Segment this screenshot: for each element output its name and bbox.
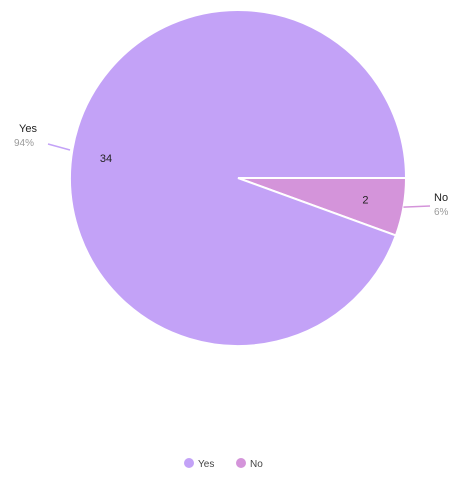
pie-slice-yes [69, 9, 408, 347]
outside-percent-yes: 94% [14, 138, 34, 149]
slice-value-label-no: 2 [362, 194, 368, 206]
legend-swatch-yes [184, 458, 194, 468]
outside-label-yes: Yes [19, 123, 37, 135]
slice-value-label-yes: 34 [100, 153, 112, 165]
leader-line-no [403, 205, 431, 208]
leader-line-yes [47, 143, 71, 151]
outside-percent-no: 6% [434, 207, 449, 218]
legend-label-no: No [250, 459, 263, 470]
outside-label-no: No [434, 192, 448, 204]
legend-label-yes: Yes [198, 459, 214, 470]
legend-swatch-no [236, 458, 246, 468]
